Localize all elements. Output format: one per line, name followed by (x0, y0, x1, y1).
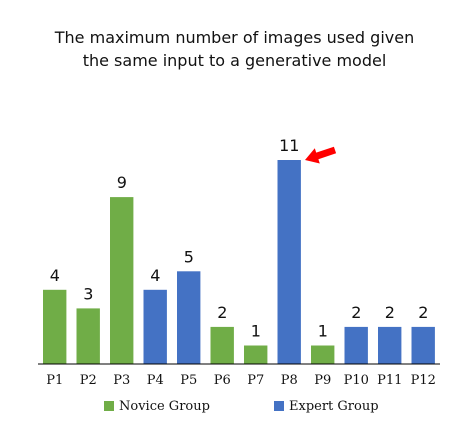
tick-label-p6: P6 (214, 373, 231, 388)
data-label-p9: 1 (318, 322, 328, 341)
bar-p11 (378, 326, 402, 364)
legend-label-novice-group: Novice Group (119, 399, 210, 414)
tick-label-p3: P3 (113, 373, 130, 388)
data-label-p5: 5 (184, 247, 194, 266)
bar-p8 (277, 160, 301, 364)
chart-title-line-2: the same input to a generative model (83, 51, 387, 70)
data-label-p3: 9 (117, 173, 127, 192)
legend-swatch-novice-group (104, 401, 114, 411)
legend-swatch-expert-group (274, 401, 284, 411)
tick-label-p2: P2 (80, 373, 97, 388)
tick-label-p11: P11 (377, 373, 402, 388)
bar-p5 (177, 271, 201, 364)
data-label-p4: 4 (150, 266, 160, 285)
bar-p7 (244, 345, 268, 364)
data-label-p11: 2 (385, 303, 395, 322)
tick-label-p4: P4 (147, 373, 164, 388)
bar-p1 (43, 289, 67, 364)
tick-label-p7: P7 (247, 373, 264, 388)
bars (43, 160, 435, 364)
data-label-p1: 4 (50, 266, 60, 285)
data-label-p7: 1 (251, 322, 261, 341)
chart-title: The maximum number of images used given … (54, 28, 414, 70)
annotation-arrow (305, 146, 337, 164)
legend: Novice Group Expert Group (104, 399, 379, 414)
legend-item-expert-group: Expert Group (274, 399, 379, 414)
legend-item-novice-group: Novice Group (104, 399, 210, 414)
bar-p9 (311, 345, 335, 364)
bar-p10 (344, 326, 368, 364)
data-label-p12: 2 (418, 303, 428, 322)
chart-title-line-1: The maximum number of images used given (54, 28, 414, 47)
bar-p4 (143, 289, 167, 364)
tick-label-p5: P5 (180, 373, 197, 388)
data-label-p6: 2 (217, 303, 227, 322)
bar-p2 (76, 308, 100, 364)
bar-p3 (110, 197, 134, 364)
tick-label-p8: P8 (281, 373, 298, 388)
tick-label-p12: P12 (411, 373, 436, 388)
data-label-p2: 3 (83, 284, 93, 303)
data-label-p10: 2 (351, 303, 361, 322)
bar-p6 (210, 326, 234, 364)
bar-p12 (411, 326, 435, 364)
x-tick-labels: P1 P2 P3 P4 P5 P6 P7 P8 P9 P10 P11 P12 (46, 373, 436, 388)
tick-label-p1: P1 (46, 373, 63, 388)
tick-label-p9: P9 (314, 373, 331, 388)
data-label-p8: 11 (279, 136, 299, 155)
tick-label-p10: P10 (344, 373, 369, 388)
arrow-icon (305, 146, 337, 164)
legend-label-expert-group: Expert Group (289, 399, 379, 414)
